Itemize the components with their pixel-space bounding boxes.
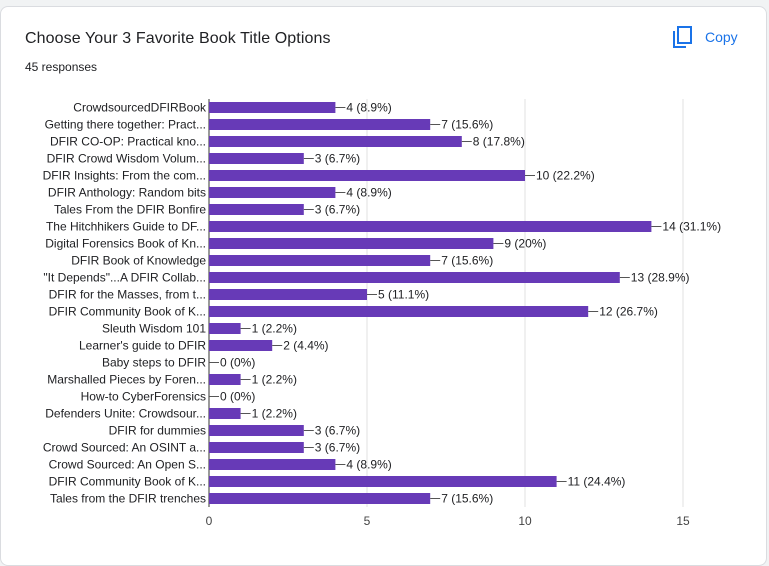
category-label: Crowd Sourced: An OSINT a... bbox=[43, 441, 206, 455]
data-label: 8 (17.8%) bbox=[473, 135, 525, 149]
x-tick-label: 10 bbox=[518, 514, 532, 528]
data-label: 7 (15.6%) bbox=[441, 492, 493, 506]
bar bbox=[209, 459, 336, 470]
category-label: CrowdsourcedDFIRBook bbox=[73, 101, 207, 115]
bar bbox=[209, 374, 241, 385]
bar bbox=[209, 221, 652, 232]
copy-icon bbox=[673, 26, 692, 48]
data-label: 14 (31.1%) bbox=[662, 220, 721, 234]
data-label: 2 (4.4%) bbox=[283, 339, 328, 353]
bar bbox=[209, 323, 241, 334]
category-label: DFIR for dummies bbox=[109, 424, 206, 438]
data-label: 10 (22.2%) bbox=[536, 169, 595, 183]
bar bbox=[209, 442, 304, 453]
bar bbox=[209, 493, 431, 504]
data-label: 7 (15.6%) bbox=[441, 118, 493, 132]
data-label: 3 (6.7%) bbox=[315, 152, 360, 166]
data-label: 12 (26.7%) bbox=[599, 305, 658, 319]
data-label: 4 (8.9%) bbox=[346, 101, 391, 115]
category-label: Marshalled Pieces by Foren... bbox=[47, 373, 206, 387]
bar bbox=[209, 119, 431, 130]
category-label: "It Depends"...A DFIR Collab... bbox=[43, 271, 206, 285]
category-label: DFIR Anthology: Random bits bbox=[48, 186, 206, 200]
bar bbox=[209, 476, 557, 487]
bar bbox=[209, 153, 304, 164]
data-label: 0 (0%) bbox=[220, 390, 255, 404]
results-card: Choose Your 3 Favorite Book Title Option… bbox=[0, 6, 767, 566]
response-count: 45 responses bbox=[25, 60, 98, 74]
copy-label: Copy bbox=[705, 29, 738, 45]
category-label: DFIR for the Masses, from t... bbox=[49, 288, 206, 302]
category-label: DFIR Crowd Wisdom Volum... bbox=[47, 152, 206, 166]
category-label: DFIR Community Book of K... bbox=[49, 475, 206, 489]
data-label: 9 (20%) bbox=[504, 237, 546, 251]
category-label: DFIR Insights: From the com... bbox=[43, 169, 206, 183]
x-tick-label: 0 bbox=[206, 514, 213, 528]
bar bbox=[209, 170, 525, 181]
data-label: 3 (6.7%) bbox=[315, 424, 360, 438]
data-label: 11 (24.4%) bbox=[568, 475, 626, 489]
category-label: DFIR CO-OP: Practical kno... bbox=[50, 135, 206, 149]
x-tick-label: 5 bbox=[364, 514, 371, 528]
bar bbox=[209, 425, 304, 436]
data-label: 1 (2.2%) bbox=[252, 322, 297, 336]
data-label: 0 (0%) bbox=[220, 356, 255, 370]
bar bbox=[209, 255, 431, 266]
bar bbox=[209, 136, 462, 147]
category-label: Learner's guide to DFIR bbox=[79, 339, 206, 353]
bar bbox=[209, 187, 336, 198]
category-label: Baby steps to DFIR bbox=[102, 356, 206, 370]
category-label: Getting there together: Pract... bbox=[45, 118, 206, 132]
data-label: 13 (28.9%) bbox=[631, 271, 690, 285]
category-label: Tales from the DFIR trenches bbox=[50, 492, 206, 506]
category-label: DFIR Book of Knowledge bbox=[71, 254, 206, 268]
category-label: Digital Forensics Book of Kn... bbox=[45, 237, 206, 251]
data-label: 4 (8.9%) bbox=[346, 458, 391, 472]
copy-button[interactable]: Copy bbox=[671, 21, 755, 53]
bar bbox=[209, 102, 336, 113]
category-label: DFIR Community Book of K... bbox=[49, 305, 206, 319]
bar bbox=[209, 272, 620, 283]
data-label: 5 (11.1%) bbox=[378, 288, 429, 302]
category-label: The Hitchhikers Guide to DF... bbox=[46, 220, 206, 234]
bar bbox=[209, 238, 494, 249]
category-label: Tales From the DFIR Bonfire bbox=[54, 203, 206, 217]
category-label: Defenders Unite: Crowdsour... bbox=[45, 407, 206, 421]
category-label: Sleuth Wisdom 101 bbox=[102, 322, 206, 336]
x-tick-label: 15 bbox=[676, 514, 690, 528]
question-title: Choose Your 3 Favorite Book Title Option… bbox=[25, 30, 331, 47]
bar bbox=[209, 289, 367, 300]
data-label: 1 (2.2%) bbox=[252, 373, 297, 387]
data-label: 7 (15.6%) bbox=[441, 254, 493, 268]
category-label: Crowd Sourced: An Open S... bbox=[49, 458, 206, 472]
bar bbox=[209, 306, 589, 317]
data-label: 3 (6.7%) bbox=[315, 441, 360, 455]
data-label: 4 (8.9%) bbox=[346, 186, 391, 200]
bar bbox=[209, 340, 273, 351]
bar bbox=[209, 408, 241, 419]
bar bbox=[209, 204, 304, 215]
data-label: 1 (2.2%) bbox=[252, 407, 297, 421]
category-label: How-to CyberForensics bbox=[81, 390, 206, 404]
data-label: 3 (6.7%) bbox=[315, 203, 360, 217]
